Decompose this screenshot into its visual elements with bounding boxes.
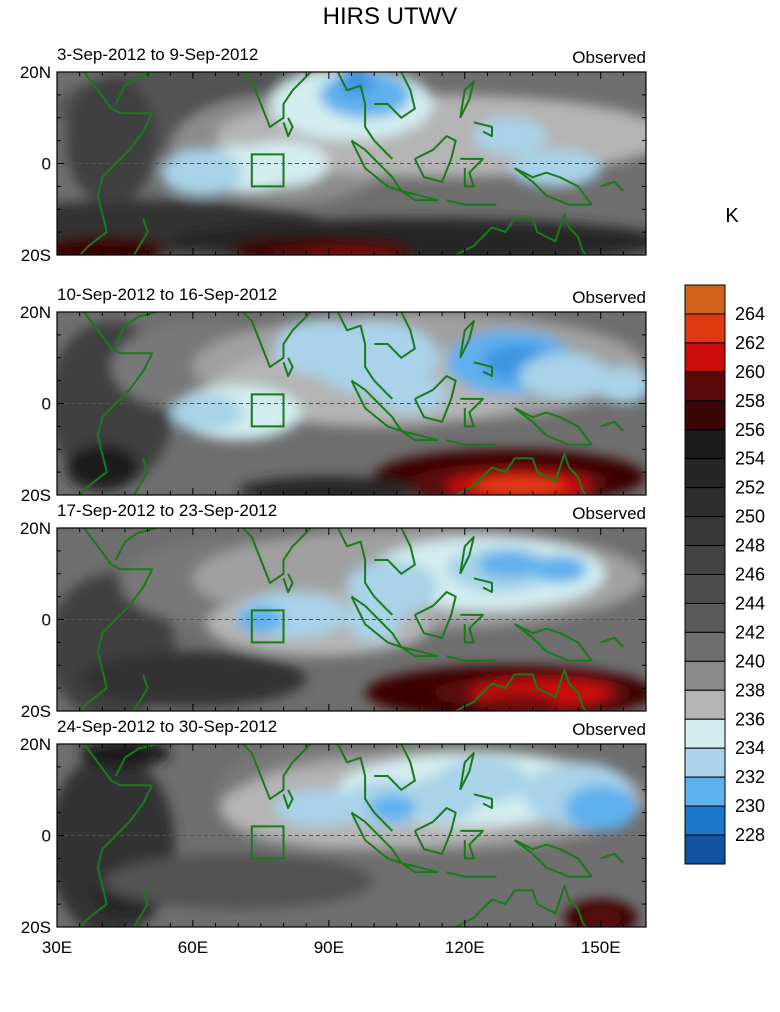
y-tick-label: 0 — [42, 155, 51, 174]
y-tick-label: 20N — [20, 63, 51, 82]
y-tick-label: 0 — [42, 395, 51, 414]
region-box — [250, 825, 285, 860]
x-tick-label: 90E — [314, 938, 344, 957]
panel-period: 3-Sep-2012 to 9-Sep-2012 — [57, 45, 258, 64]
y-tick-label: 0 — [42, 827, 51, 846]
coastlines — [78, 528, 625, 711]
panel-label: Observed — [572, 48, 646, 67]
colorbar-swatch — [684, 689, 726, 720]
panel-period: 17-Sep-2012 to 23-Sep-2012 — [57, 501, 277, 520]
colorbar-level-label: 230 — [735, 796, 765, 816]
colorbar-level-label: 228 — [735, 825, 765, 845]
colorbar-level-label: 238 — [735, 680, 765, 700]
colorbar-level-label: 240 — [735, 651, 765, 671]
map-panel-2: 20N 0 20S 10-Sep-2012 to 16-Sep-2012 Observe… — [20, 285, 647, 505]
x-tick-label: 60E — [178, 938, 208, 957]
colorbar-swatch — [684, 545, 726, 575]
colorbar-level-label: 248 — [735, 536, 765, 556]
colorbar-level-label: 256 — [735, 420, 765, 440]
panel-period: 10-Sep-2012 to 16-Sep-2012 — [57, 285, 277, 304]
colorbar-swatch — [684, 429, 726, 460]
contour-field — [57, 528, 646, 711]
colorbar-swatch — [684, 631, 726, 662]
colorbar-level-label: 254 — [735, 449, 765, 469]
region-box — [250, 609, 285, 644]
y-tick-label: 0 — [42, 611, 51, 630]
colorbar: K 264 262 260 258 256 254 252 250 248 246 244 242 24… — [684, 205, 765, 865]
colorbar-level-label: 264 — [735, 304, 765, 324]
colorbar-swatch — [684, 284, 726, 315]
colorbar-level-label: 246 — [735, 565, 765, 585]
panel-label: Observed — [572, 504, 646, 523]
colorbar-swatch — [684, 660, 726, 691]
y-tick-label: 20S — [21, 702, 51, 721]
y-tick-label: 20S — [21, 486, 51, 505]
colorbar-unit: K — [725, 205, 739, 227]
y-tick-label: 20N — [20, 519, 51, 538]
colorbar-swatch — [684, 400, 726, 431]
panel-period: 24-Sep-2012 to 30-Sep-2012 — [57, 717, 277, 736]
colorbar-swatch — [684, 805, 726, 836]
colorbar-swatch — [684, 458, 726, 489]
colorbar-level-label: 236 — [735, 709, 765, 729]
map-panel-1: 20N 0 20S 3-Sep-2012 to 9-Sep-2012 Observed — [20, 45, 647, 265]
colorbar-swatch — [684, 487, 726, 518]
contour-field — [57, 744, 646, 927]
colorbar-swatch — [684, 516, 726, 547]
panel-label: Observed — [572, 720, 646, 739]
x-tick-label: 30E — [42, 938, 72, 957]
colorbar-level-label: 232 — [735, 767, 765, 787]
colorbar-swatch — [684, 776, 726, 807]
colorbar-level-label: 250 — [735, 507, 765, 527]
colorbar-swatch — [684, 574, 726, 604]
y-tick-label: 20S — [21, 918, 51, 937]
x-tick-label: 150E — [581, 938, 621, 957]
colorbar-swatch — [684, 371, 726, 402]
colorbar-swatch — [684, 834, 726, 865]
map-panel-4: 20N 0 20S 24-Sep-2012 to 30-Sep-2012 Observe… — [20, 717, 647, 937]
y-tick-label: 20S — [21, 246, 51, 265]
y-tick-label: 20N — [20, 303, 51, 322]
colorbar-level-label: 258 — [735, 391, 765, 411]
colorbar-level-label: 244 — [735, 593, 765, 613]
colorbar-level-label: 242 — [735, 622, 765, 642]
colorbar-swatch — [684, 747, 726, 778]
coastlines — [78, 312, 625, 495]
contour-field — [57, 72, 646, 255]
figure-title: HIRS UTWV — [323, 3, 458, 30]
colorbar-swatch — [684, 313, 726, 344]
y-tick-label: 20N — [20, 735, 51, 754]
panel-label: Observed — [572, 288, 646, 307]
region-box — [250, 393, 285, 428]
map-panel-3: 20N 0 20S 17-Sep-2012 to 23-Sep-2012 Observe… — [20, 501, 647, 721]
coastlines — [78, 72, 625, 255]
colorbar-swatch — [684, 602, 726, 633]
x-tick-label: 120E — [445, 938, 485, 957]
colorbar-level-label: 262 — [735, 333, 765, 353]
colorbar-level-label: 252 — [735, 478, 765, 498]
contour-field — [57, 312, 646, 495]
colorbar-level-label: 234 — [735, 738, 765, 758]
x-axis-labels: 30E 60E 90E 120E 150E — [42, 938, 621, 957]
colorbar-level-label: 260 — [735, 362, 765, 382]
colorbar-swatch — [684, 718, 726, 749]
region-box — [250, 153, 285, 188]
colorbar-swatch — [684, 342, 726, 373]
